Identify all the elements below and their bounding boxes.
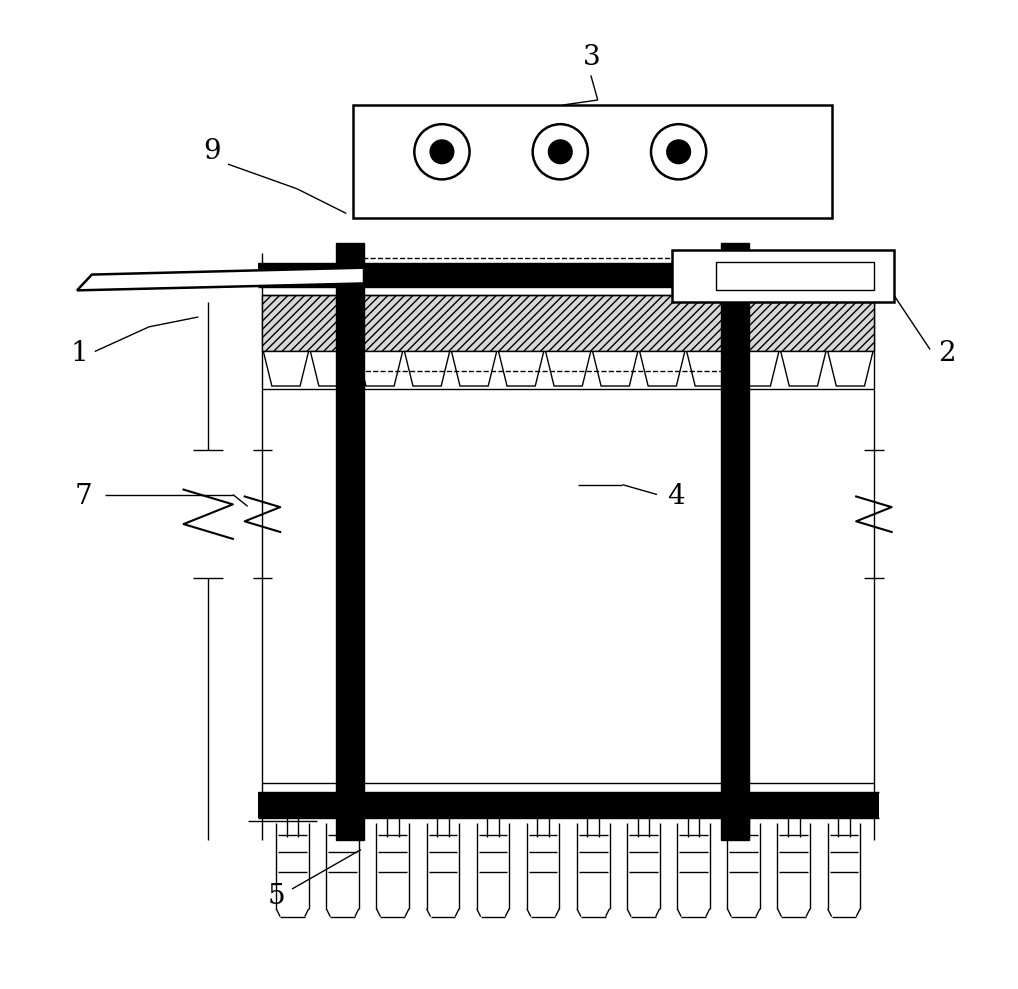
Bar (353, 105, 833, 219)
Polygon shape (781, 351, 826, 386)
Bar (336, 243, 364, 840)
Text: 2: 2 (938, 340, 956, 367)
Circle shape (414, 125, 469, 179)
Polygon shape (499, 351, 544, 386)
Polygon shape (687, 351, 732, 386)
Polygon shape (404, 351, 450, 386)
Bar (258, 263, 879, 288)
Circle shape (532, 125, 588, 179)
Polygon shape (310, 351, 355, 386)
Polygon shape (546, 351, 590, 386)
Polygon shape (734, 351, 779, 386)
Text: 3: 3 (583, 45, 601, 71)
Polygon shape (264, 351, 308, 386)
Bar (672, 250, 894, 303)
Text: 4: 4 (667, 484, 684, 510)
Bar (258, 792, 879, 818)
Circle shape (430, 140, 454, 163)
Polygon shape (828, 351, 873, 386)
Circle shape (652, 125, 706, 179)
Circle shape (549, 140, 572, 163)
Polygon shape (357, 351, 402, 386)
Bar (721, 243, 748, 840)
Bar (716, 262, 873, 291)
Polygon shape (452, 351, 497, 386)
Text: 7: 7 (75, 484, 93, 510)
Text: 1: 1 (70, 340, 88, 367)
Text: 9: 9 (204, 138, 221, 165)
Circle shape (667, 140, 690, 163)
Text: 5: 5 (268, 883, 285, 910)
Bar (358, 258, 726, 371)
Polygon shape (77, 268, 364, 291)
Polygon shape (639, 351, 685, 386)
Bar (263, 296, 873, 351)
Polygon shape (592, 351, 638, 386)
